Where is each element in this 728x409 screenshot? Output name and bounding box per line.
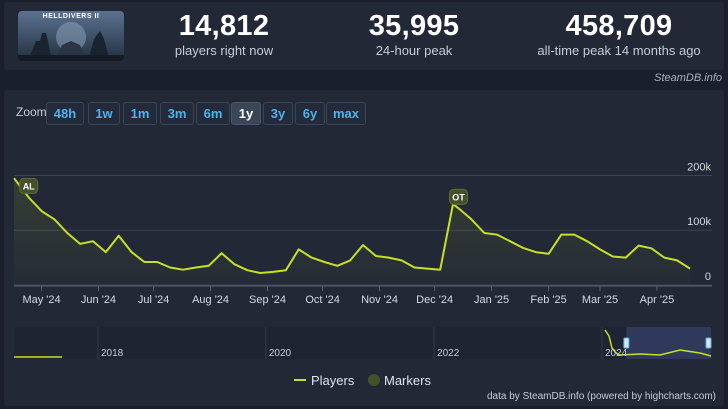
navigator-left-handle[interactable] [623,337,630,349]
zoom-48h-button[interactable]: 48h [46,102,84,125]
marker-flag-box [449,188,469,205]
current-players-label: players right now [174,43,274,58]
stat-24h-peak: 35,995 24-hour peak [354,10,474,60]
stats-panel: HELLDIVERS II 14,812 players right now 3… [4,2,724,70]
stat-all-time-peak: 458,709 all-time peak 14 months ago [534,10,704,60]
navigator-tick-label: 2020 [269,348,292,359]
legend-markers-label: Markers [384,373,431,388]
marker-flag-box [19,177,39,194]
legend: Players Markers [294,373,431,388]
x-tick-label: Nov '24 [361,294,398,306]
zoom-6y-button[interactable]: 6y [295,102,325,125]
zoom-3y-button[interactable]: 3y [263,102,293,125]
navigator-series-recent [604,329,712,357]
players-line[interactable] [13,177,691,274]
stat-current-players: 14,812 players right now [164,10,284,60]
zoom-label: Zoom [16,105,47,119]
navigator-tick-label: 2024 [605,348,628,359]
x-tick-label: Jan '25 [474,294,509,306]
y-tick-label: 0 [705,271,711,283]
x-tick-label: Sep '24 [249,294,286,306]
zoom-1w-button[interactable]: 1w [88,102,120,125]
x-tick-label: Apr '25 [640,294,675,306]
legend-players-label: Players [311,373,355,388]
all-time-peak-label: all-time peak 14 months ago [537,43,701,58]
marker-flag[interactable]: OT [449,188,469,205]
navigator-right-handle[interactable] [705,337,712,349]
zoom-1y-button[interactable]: 1y [231,102,261,125]
chart-credit-text[interactable]: data by SteamDB.info (powered by highcha… [487,391,716,402]
marker-flag[interactable]: AL [19,177,39,194]
zoom-3m-button[interactable]: 3m [160,102,194,125]
x-tick-label: Jul '24 [138,294,169,306]
x-tick-label: May '24 [22,294,60,306]
all-time-peak-value: 458,709 [565,10,673,42]
x-tick-label: Dec '24 [416,294,453,306]
zoom-6m-button[interactable]: 6m [196,102,230,125]
legend-markers-dot-icon [368,374,380,386]
legend-item-markers[interactable]: Markers [368,373,431,388]
zoom-max-button[interactable]: max [326,102,366,125]
navigator-tick-label: 2022 [437,348,460,359]
y-tick-label: 200k [687,161,711,173]
x-tick-label: Aug '24 [192,294,229,306]
x-tick-label: Oct '24 [305,294,340,306]
players-area [14,178,690,285]
current-players-value: 14,812 [178,10,270,42]
y-tick-label: 100k [687,216,711,228]
navigator-background [14,327,711,359]
peak-24h-value: 35,995 [368,10,460,42]
legend-item-players[interactable]: Players [294,373,355,388]
steamdb-credit-link[interactable]: SteamDB.info [654,72,722,84]
game-art-icon [18,11,124,61]
peak-24h-label: 24-hour peak [375,43,453,58]
navigator-tick-label: 2018 [101,348,124,359]
x-tick-label: Mar '25 [582,294,618,306]
marker-flag-label: OT [452,192,465,202]
marker-flag-label: AL [23,181,35,191]
x-tick-label: Jun '24 [81,294,116,306]
game-logo-text: HELLDIVERS II [42,13,100,20]
game-thumbnail[interactable]: HELLDIVERS II [18,11,124,61]
x-tick-label: Feb '25 [530,294,566,306]
zoom-1m-button[interactable]: 1m [123,102,157,125]
